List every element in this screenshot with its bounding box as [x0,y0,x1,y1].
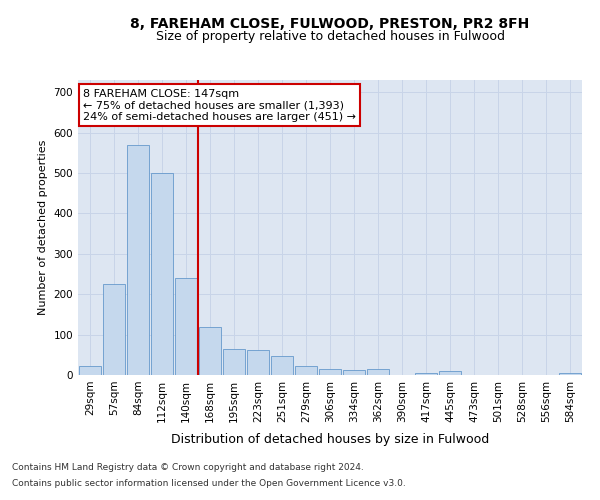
Bar [151,173,173,375]
Bar [199,326,221,375]
Bar [247,350,269,375]
Bar [343,370,365,375]
Text: 8, FAREHAM CLOSE, FULWOOD, PRESTON, PR2 8FH: 8, FAREHAM CLOSE, FULWOOD, PRESTON, PR2 … [130,18,530,32]
Bar [295,366,317,375]
Text: Contains public sector information licensed under the Open Government Licence v3: Contains public sector information licen… [12,478,406,488]
Bar [367,369,389,375]
Bar [559,373,581,375]
Bar [103,284,125,375]
Bar [271,356,293,375]
Text: Distribution of detached houses by size in Fulwood: Distribution of detached houses by size … [171,432,489,446]
Text: Size of property relative to detached houses in Fulwood: Size of property relative to detached ho… [155,30,505,43]
Y-axis label: Number of detached properties: Number of detached properties [38,140,48,315]
Bar [415,373,437,375]
Text: Contains HM Land Registry data © Crown copyright and database right 2024.: Contains HM Land Registry data © Crown c… [12,464,364,472]
Bar [319,369,341,375]
Bar [439,371,461,375]
Bar [223,348,245,375]
Bar [79,366,101,375]
Bar [175,278,197,375]
Text: 8 FAREHAM CLOSE: 147sqm
← 75% of detached houses are smaller (1,393)
24% of semi: 8 FAREHAM CLOSE: 147sqm ← 75% of detache… [83,89,356,122]
Bar [127,144,149,375]
